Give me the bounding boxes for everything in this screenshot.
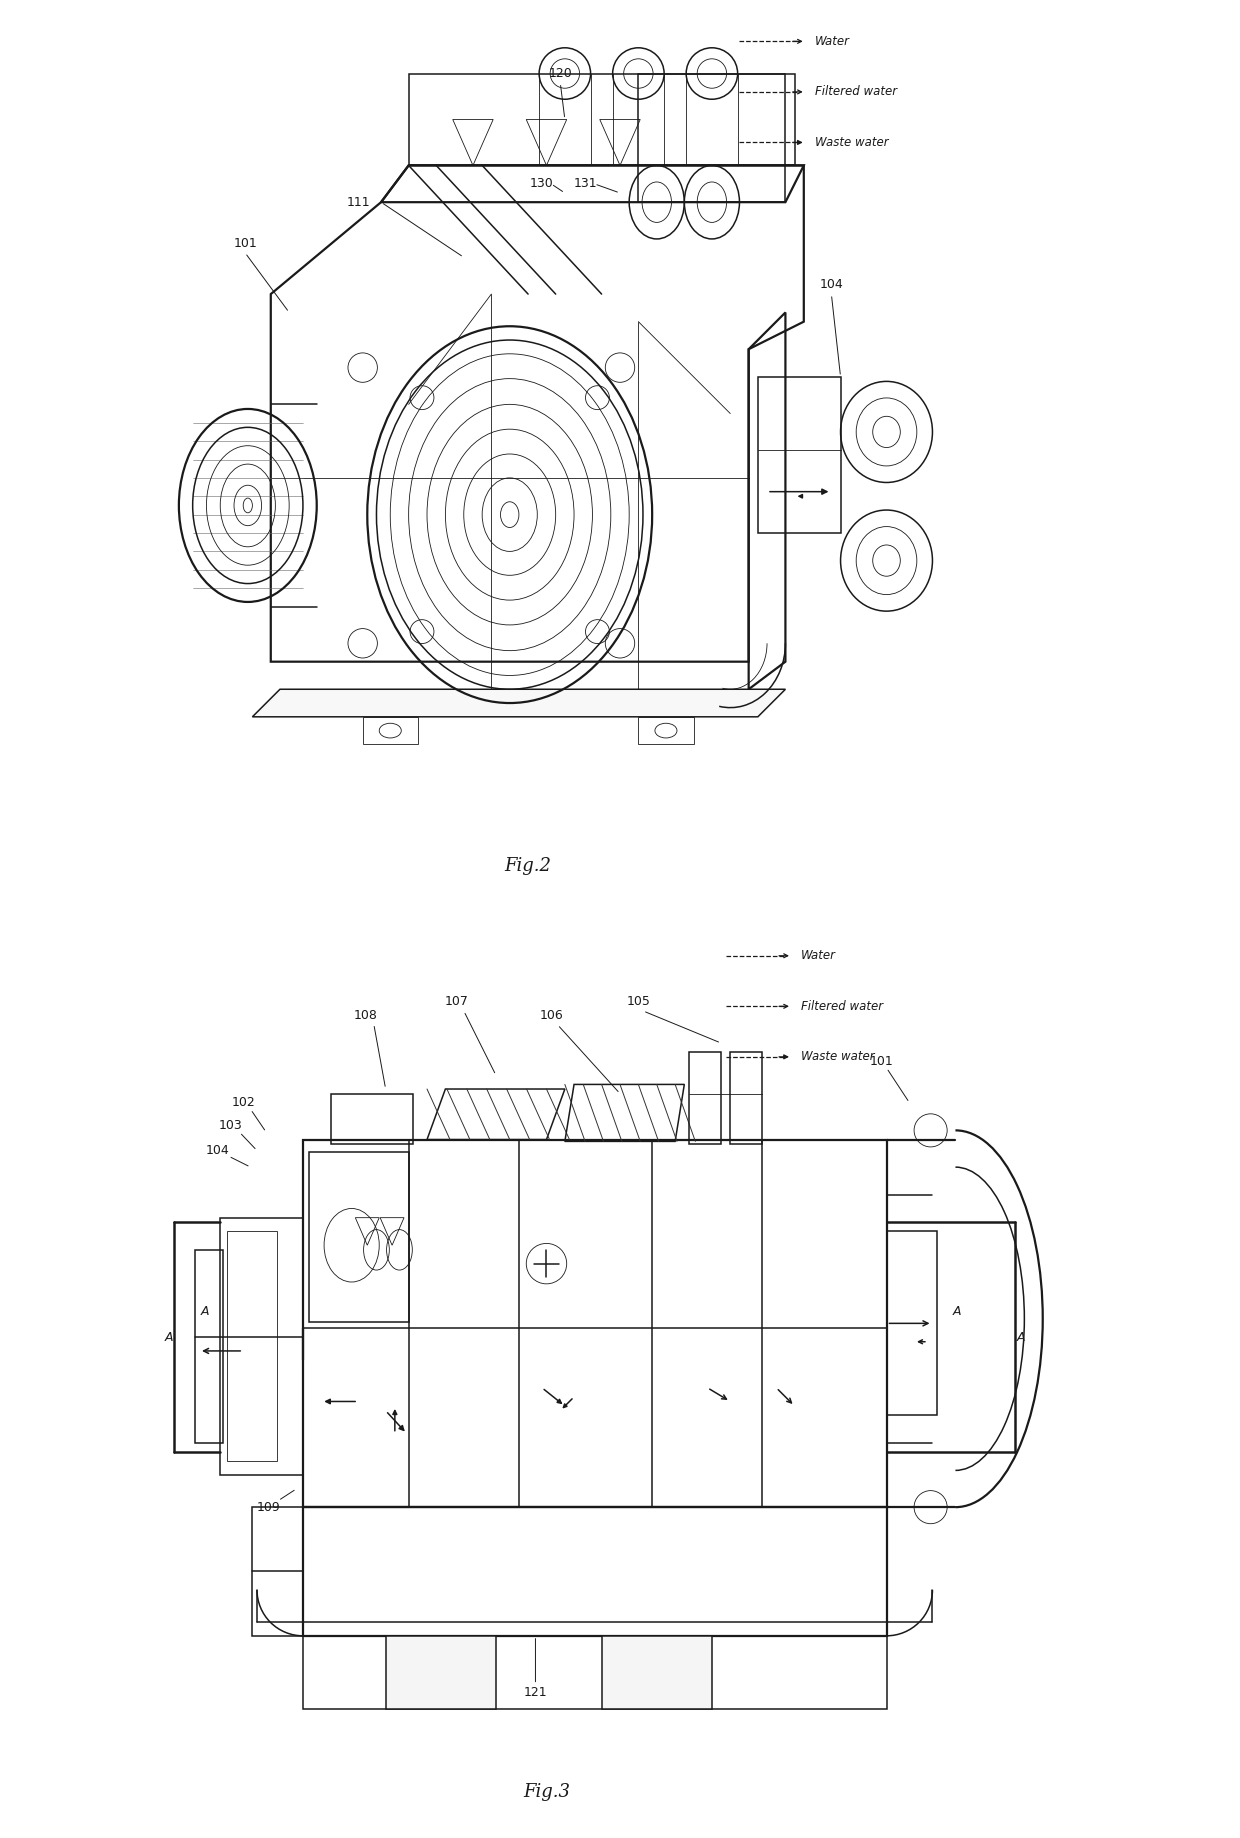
Text: A: A xyxy=(1017,1331,1025,1344)
Text: 105: 105 xyxy=(626,994,650,1009)
Text: 107: 107 xyxy=(444,994,469,1009)
Bar xyxy=(331,1094,413,1143)
Bar xyxy=(639,74,785,202)
Text: 131: 131 xyxy=(573,176,596,191)
Bar xyxy=(639,717,693,744)
Text: 104: 104 xyxy=(820,278,843,292)
Text: Filtered water: Filtered water xyxy=(815,85,897,99)
Bar xyxy=(386,1636,496,1709)
Bar xyxy=(221,1217,303,1474)
Bar xyxy=(887,1231,937,1415)
Text: Waste water: Waste water xyxy=(801,1049,874,1064)
Polygon shape xyxy=(253,689,785,717)
Text: 109: 109 xyxy=(257,1500,280,1515)
Bar xyxy=(303,1140,887,1507)
Text: Fig.3: Fig.3 xyxy=(523,1783,570,1801)
Text: 101: 101 xyxy=(870,1055,894,1068)
Bar xyxy=(196,1250,223,1443)
Text: 120: 120 xyxy=(548,66,572,81)
Text: 103: 103 xyxy=(218,1119,242,1132)
Text: A: A xyxy=(165,1331,174,1344)
Bar xyxy=(303,1507,887,1636)
Text: Filtered water: Filtered water xyxy=(801,1000,883,1013)
Bar xyxy=(758,377,841,533)
Bar xyxy=(309,1151,409,1322)
Text: A: A xyxy=(954,1305,961,1318)
Bar xyxy=(409,74,795,165)
Bar xyxy=(253,1507,303,1636)
Bar xyxy=(730,1051,763,1143)
Text: 111: 111 xyxy=(346,195,370,210)
Text: 106: 106 xyxy=(539,1009,563,1022)
Text: Fig.2: Fig.2 xyxy=(505,857,552,875)
Bar xyxy=(362,717,418,744)
Text: 108: 108 xyxy=(353,1009,377,1022)
Text: A: A xyxy=(201,1305,208,1318)
Text: 130: 130 xyxy=(529,176,554,191)
Text: Water: Water xyxy=(815,35,849,48)
Text: 102: 102 xyxy=(232,1095,255,1110)
Text: 104: 104 xyxy=(206,1143,229,1158)
Text: Water: Water xyxy=(801,948,836,963)
Bar xyxy=(601,1636,712,1709)
Text: 121: 121 xyxy=(523,1685,547,1700)
Bar xyxy=(303,1636,887,1709)
Bar xyxy=(227,1231,278,1461)
Bar xyxy=(689,1051,722,1143)
Text: 101: 101 xyxy=(233,237,257,250)
Text: Waste water: Waste water xyxy=(815,136,888,149)
